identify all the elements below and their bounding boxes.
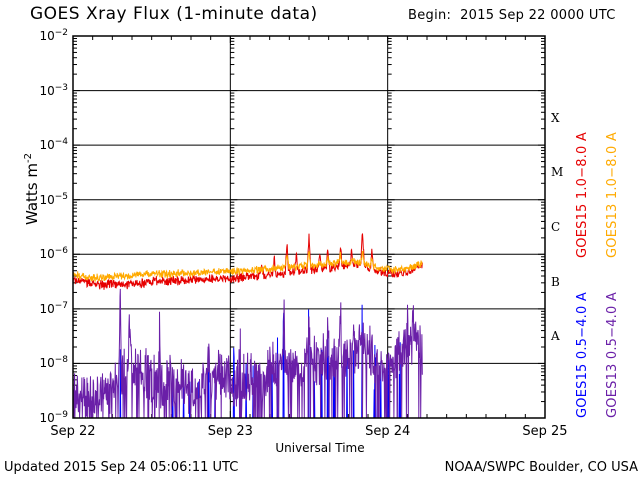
flare-class-a: A — [551, 329, 560, 344]
y-axis-tick-label: 10−3 — [39, 82, 68, 98]
x-axis-label: Universal Time — [275, 441, 365, 455]
y-axis-tick-label: 10−7 — [39, 300, 68, 316]
legend-goes15-long: GOES15 1.0−8.0 A — [575, 132, 590, 258]
x-axis-tick-label: Sep 24 — [365, 424, 411, 439]
x-axis-tick-label: Sep 23 — [207, 424, 253, 439]
x-axis-tick-label: Sep 22 — [50, 424, 96, 439]
y-axis-tick-label: 10−9 — [39, 410, 68, 425]
y-axis-tick-label: 10−4 — [39, 137, 68, 153]
series-goes15-long — [72, 233, 423, 290]
flare-class-b: B — [551, 274, 560, 289]
legend-goes13-short: GOES13 0.5−4.0 A — [605, 292, 620, 418]
series-goes13-short — [72, 288, 423, 419]
begin-time-label: Begin: 2015 Sep 22 0000 UTC — [408, 8, 616, 23]
legend-goes13-long: GOES13 1.0−8.0 A — [605, 132, 620, 258]
flare-class-m: M — [551, 165, 564, 180]
page-title: GOES Xray Flux (1-minute data) — [30, 4, 318, 24]
flare-class-c: C — [551, 220, 561, 234]
y-axis-tick-label: 10−5 — [39, 191, 68, 207]
credit-label: NOAA/SWPC Boulder, CO USA — [444, 460, 638, 475]
y-axis-tick-label: 10−6 — [39, 246, 68, 262]
updated-timestamp: Updated 2015 Sep 24 05:06:11 UTC — [4, 460, 239, 475]
y-axis-tick-label: 10−2 — [39, 28, 68, 43]
flare-class-x: X — [551, 110, 560, 125]
x-axis-tick-label: Sep 25 — [522, 424, 568, 439]
x-axis-ticks: Sep 22 Sep 23 Sep 24 Sep 25 — [0, 424, 640, 444]
y-axis-tick-label: 10−8 — [39, 355, 68, 371]
plot-frame — [72, 35, 546, 419]
legend-goes15-short: GOES15 0.5−4.0 A — [575, 292, 590, 418]
series-goes13-long — [72, 250, 423, 282]
